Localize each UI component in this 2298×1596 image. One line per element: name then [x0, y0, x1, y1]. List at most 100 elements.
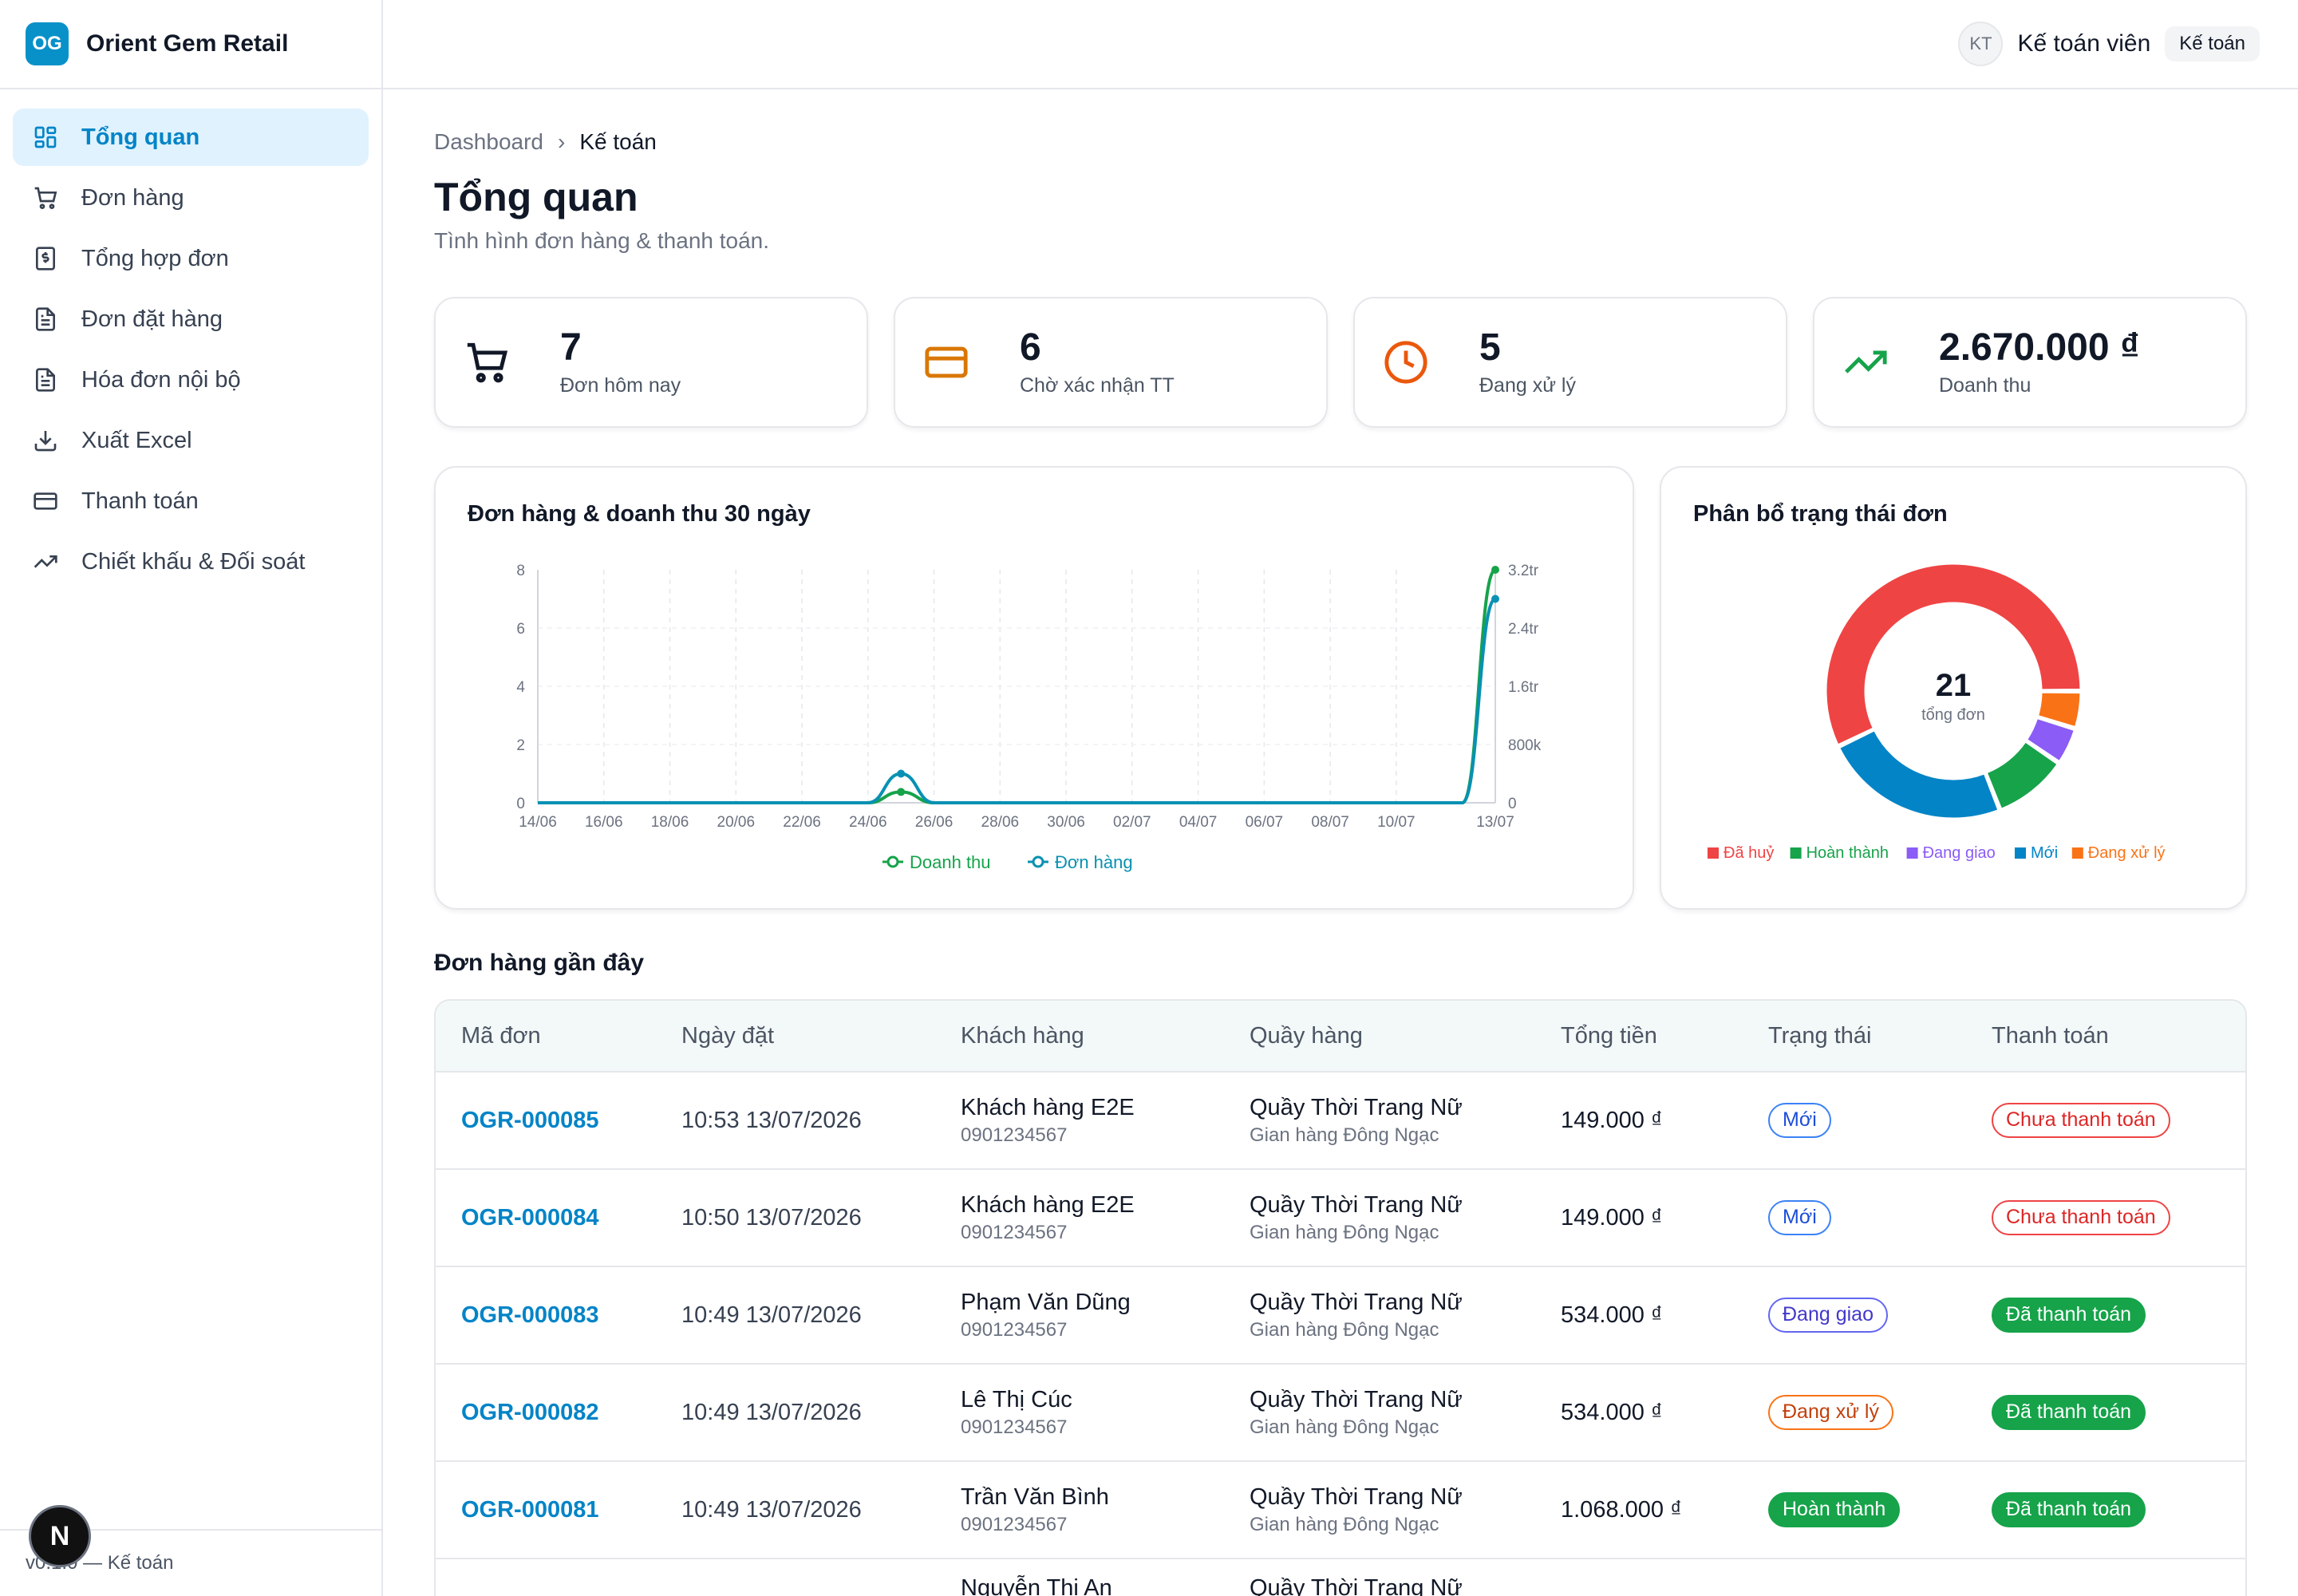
donut-center-value: 21 [1936, 668, 1972, 703]
donut-center-label: tổng đơn [1921, 706, 1985, 724]
sidebar-item-thanh-toan[interactable]: Thanh toán [13, 472, 369, 530]
legend-label: Đơn hàng [1055, 852, 1133, 872]
table-row[interactable]: OGR-000083 10:49 13/07/2026 Phạm Văn Dũng 0… [436, 1267, 2245, 1365]
line-chart-title: Đơn hàng & doanh thu 30 ngày [468, 501, 811, 527]
order-total: 149.000 ₫ [1561, 1107, 1663, 1133]
download-icon [32, 427, 59, 454]
brand-logo: OG [26, 22, 69, 65]
data-point [1491, 566, 1499, 574]
y-right-tick-label: 0 [1508, 796, 1517, 812]
counter-name: Quầy Thời Trang Nữ [1250, 1094, 1463, 1120]
user-name[interactable]: Kế toán viên [2017, 30, 2151, 57]
order-id-link[interactable]: OGR-000085 [461, 1107, 599, 1133]
donut-slice [1837, 728, 2000, 820]
cart-icon [463, 338, 511, 386]
page-title: Tổng quan [434, 175, 638, 219]
breadcrumb-root[interactable]: Dashboard [434, 129, 543, 154]
sidebar-item-tong-hop-don[interactable]: Tổng hợp đơn [13, 230, 369, 287]
sidebar-item-don-hang[interactable]: Đơn hàng [13, 169, 369, 227]
x-tick-label: 13/07 [1476, 814, 1514, 831]
pie-chart-card: Phân bổ trạng thái đơn 21 tổng đơn Đã huỷ H… [1660, 466, 2247, 910]
clock-icon [1382, 338, 1430, 386]
sidebar-item-xuat-excel[interactable]: Xuất Excel [13, 412, 369, 469]
sidebar: OG Orient Gem Retail Tổng quan Đơn hàng … [0, 0, 383, 1596]
kpi-label: Đơn hôm nay [560, 373, 681, 397]
status-badge: Mới [1768, 1200, 1831, 1235]
order-date: 10:49 13/07/2026 [681, 1302, 862, 1328]
legend-label: Mới [2031, 844, 2058, 862]
legend-marker [886, 855, 899, 868]
sidebar-item-tong-quan[interactable]: Tổng quan [13, 109, 369, 166]
y-left-tick-label: 6 [516, 621, 525, 638]
avatar[interactable]: KT [1958, 22, 2004, 66]
customer-phone: 0901234567 [961, 1318, 1068, 1341]
counter-name: Quầy Thời Trang Nữ [1250, 1289, 1463, 1315]
kpi-card-orders-today[interactable]: 7 Đơn hôm nay [434, 297, 868, 428]
y-left-tick-label: 4 [516, 679, 525, 696]
order-id-link[interactable]: OGR-000084 [461, 1204, 599, 1231]
data-point [1491, 595, 1499, 603]
cart-icon [32, 184, 59, 211]
x-tick-label: 06/07 [1246, 814, 1284, 831]
customer-name: Nguyễn Thị An [961, 1575, 1112, 1596]
order-date: 10:50 13/07/2026 [681, 1204, 862, 1231]
column-header[interactable]: Trạng thái [1768, 1022, 1872, 1049]
column-header[interactable]: Quầy hàng [1250, 1022, 1363, 1049]
order-id-link[interactable]: OGR-000081 [461, 1496, 599, 1523]
column-header[interactable]: Ngày đặt [681, 1022, 775, 1049]
column-header[interactable]: Mã đơn [461, 1022, 541, 1049]
order-date: 10:53 13/07/2026 [681, 1107, 862, 1133]
order-id-link[interactable]: OGR-000083 [461, 1302, 599, 1328]
kpi-value: 5 [1479, 326, 1501, 369]
column-header[interactable]: Khách hàng [961, 1022, 1084, 1049]
table-row[interactable]: OGR-000084 10:50 13/07/2026 Khách hàng E2E… [436, 1170, 2245, 1267]
role-badge: Kế toán [2165, 26, 2260, 61]
page-subtitle: Tình hình đơn hàng & thanh toán. [434, 228, 770, 253]
brand[interactable]: OG Orient Gem Retail [0, 0, 381, 89]
kpi-row: 7 Đơn hôm nay 6 Chờ xác nhận TT 5 Đang x… [434, 297, 2247, 428]
trending-up-icon [32, 548, 59, 575]
dev-tools-badge[interactable]: N [29, 1505, 91, 1567]
x-tick-label: 24/06 [849, 814, 887, 831]
dashboard-icon [32, 124, 59, 151]
recent-orders-table: Mã đơn Ngày đặt Khách hàng Quầy hàng Tổn… [434, 999, 2247, 1596]
order-total: 534.000 ₫ [1561, 1399, 1663, 1425]
document-icon [32, 306, 59, 333]
kpi-card-processing[interactable]: 5 Đang xử lý [1353, 297, 1787, 428]
sidebar-item-chiet-khau[interactable]: Chiết khấu & Đối soát [13, 533, 369, 591]
sidebar-item-hoa-don-noi-bo[interactable]: Hóa đơn nội bộ [13, 351, 369, 409]
counter-name: Quầy Thời Trang Nữ [1250, 1575, 1463, 1596]
sidebar-item-label: Chiết khấu & Đối soát [81, 548, 306, 575]
counter-cell: Quầy Thời Trang Nữ Gian hàng Đông Ngạc [1250, 1387, 1463, 1439]
y-left-tick-label: 0 [516, 796, 525, 812]
order-id-link[interactable]: OGR-000082 [461, 1399, 599, 1425]
y-right-tick-label: 800k [1508, 737, 1542, 754]
payment-badge: Chưa thanh toán [1992, 1103, 2170, 1138]
table-row[interactable]: Nguyễn Thị An Quầy Thời Trang Nữ [436, 1559, 2245, 1596]
kpi-card-revenue[interactable]: 2.670.000 ₫ Doanh thu [1813, 297, 2247, 428]
table-row[interactable]: OGR-000082 10:49 13/07/2026 Lê Thị Cúc 0901… [436, 1365, 2245, 1462]
customer-name: Phạm Văn Dũng [961, 1289, 1131, 1315]
sidebar-item-don-dat-hang[interactable]: Đơn đặt hàng [13, 290, 369, 348]
customer-phone: 0901234567 [961, 1513, 1068, 1535]
kpi-card-pending-payment[interactable]: 6 Chờ xác nhận TT [894, 297, 1328, 428]
counter-cell: Quầy Thời Trang Nữ Gian hàng Đông Ngạc [1250, 1095, 1463, 1147]
breadcrumb: Dashboard › Kế toán [434, 129, 2247, 155]
y-left-tick-label: 2 [516, 737, 525, 754]
table-row[interactable]: OGR-000085 10:53 13/07/2026 Khách hàng E2E… [436, 1073, 2245, 1170]
breadcrumb-current: Kế toán [579, 129, 657, 154]
counter-cell: Quầy Thời Trang Nữ Gian hàng Đông Ngạc [1250, 1192, 1463, 1244]
legend-swatch [1790, 847, 1802, 859]
x-tick-label: 14/06 [519, 814, 557, 831]
payment-badge: Đã thanh toán [1992, 1492, 2146, 1527]
table-header: Mã đơn Ngày đặt Khách hàng Quầy hàng Tổn… [436, 1001, 2245, 1073]
pie-chart-title: Phân bổ trạng thái đơn [1693, 501, 1948, 527]
table-row[interactable]: OGR-000081 10:49 13/07/2026 Trần Văn Bình 0… [436, 1462, 2245, 1559]
customer-phone: 0901234567 [961, 1221, 1068, 1243]
order-date: 10:49 13/07/2026 [681, 1399, 862, 1425]
sidebar-item-label: Tổng hợp đơn [81, 245, 229, 271]
column-header[interactable]: Tổng tiền [1561, 1022, 1657, 1049]
customer-phone: 0901234567 [961, 1416, 1068, 1438]
dollar-doc-icon [32, 245, 59, 272]
column-header[interactable]: Thanh toán [1992, 1022, 2109, 1049]
